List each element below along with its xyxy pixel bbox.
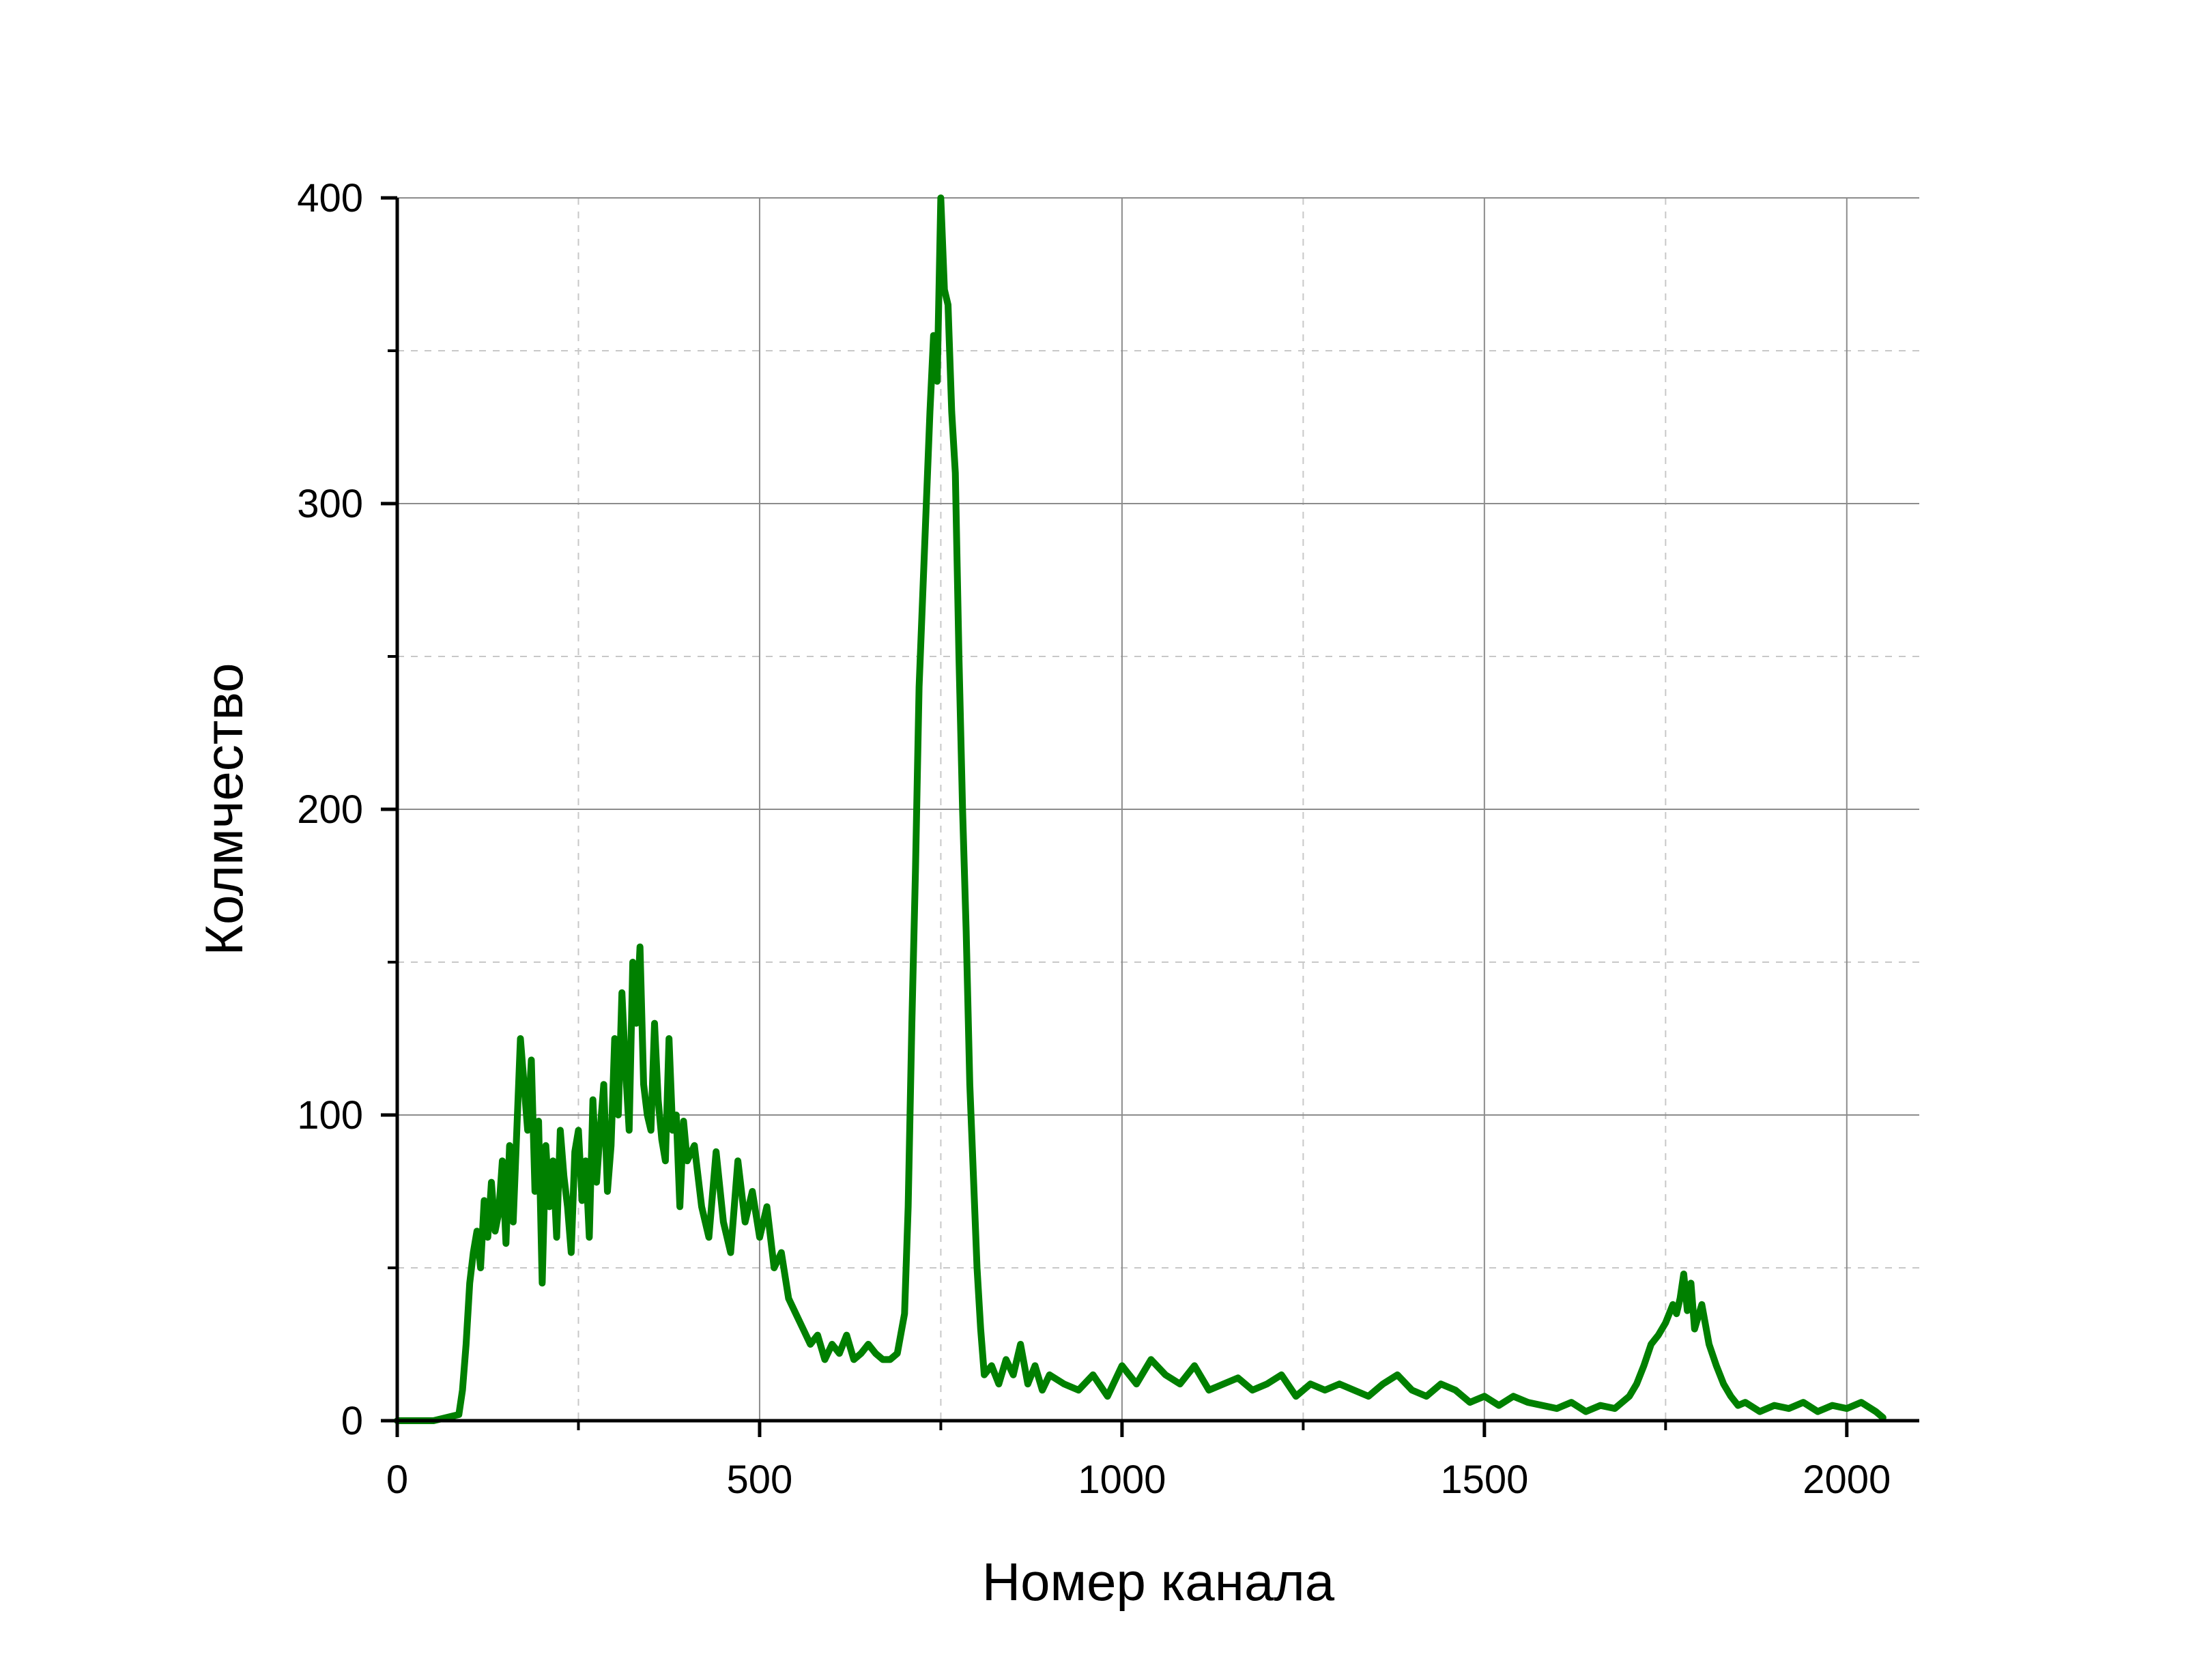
y-axis-title: Колмчество (194, 663, 254, 956)
series-line-0 (394, 194, 1886, 1424)
major-gridlines (397, 197, 1919, 1421)
tick-labels-layer: 0 500 1000 1500 2000 0 100 200 300 400 (297, 176, 1891, 1502)
x-axis-title: Номер канала (982, 1552, 1335, 1612)
x-tick-label: 500 (727, 1458, 793, 1502)
y-tick-label: 300 (297, 482, 363, 526)
x-tick-label: 2000 (1803, 1458, 1891, 1502)
y-tick-label: 400 (297, 176, 363, 220)
x-tick-label: 1500 (1440, 1458, 1528, 1502)
ticks-layer (381, 196, 1849, 1437)
series-layer (394, 194, 1886, 1424)
y-tick-label: 100 (297, 1093, 363, 1138)
y-tick-label: 0 (341, 1399, 363, 1443)
x-tick-label: 1000 (1078, 1458, 1166, 1502)
y-tick-label: 200 (297, 787, 363, 832)
x-tick-label: 0 (386, 1458, 408, 1502)
